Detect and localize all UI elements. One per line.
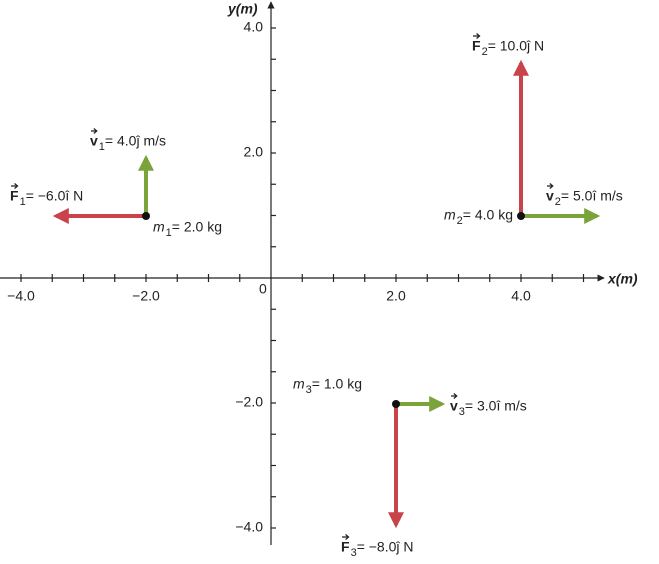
label-text: = −8.0ĵ N — [357, 539, 414, 555]
label-text: = 5.0î m/s — [561, 188, 623, 204]
ticks — [20, 27, 585, 529]
label-text: = 2.0 kg — [172, 219, 222, 235]
vector-arrow — [91, 128, 98, 134]
mass-point — [517, 212, 525, 220]
label-subscript: 3 — [351, 547, 357, 559]
x-tick-label: 4.0 — [511, 288, 531, 304]
label-text: = 4.0 kg — [463, 207, 513, 223]
label-subscript: 3 — [459, 406, 465, 418]
label-subscript: 1 — [166, 227, 172, 239]
label-symbol: F — [341, 539, 350, 555]
vector-arrow — [11, 183, 19, 189]
y-axis-label: y(m) — [227, 1, 258, 17]
x-axis-label: x(m) — [607, 271, 638, 287]
label-subscript: 2 — [457, 215, 463, 227]
origin-label: 0 — [259, 281, 267, 297]
mass-point — [392, 400, 400, 408]
label-symbol: F — [472, 38, 481, 54]
label-text: = 3.0î m/s — [465, 398, 527, 414]
y-tick-label: −2.0 — [235, 394, 263, 410]
vector-arrow — [473, 33, 481, 39]
y-tick-label: 4.0 — [244, 19, 264, 35]
label-text: = −6.0î N — [26, 188, 84, 204]
label-symbol: F — [10, 188, 19, 204]
label-symbol: m — [153, 219, 165, 235]
y-tick-label: −4.0 — [235, 519, 263, 535]
label-text: = 10.0ĵ N — [488, 38, 544, 54]
label-symbol: m — [444, 207, 456, 223]
x-tick-label: −4.0 — [7, 288, 35, 304]
label-symbol: v — [450, 398, 458, 414]
label-subscript: 1 — [99, 141, 105, 153]
label-symbol: v — [90, 133, 98, 149]
label-text: = 4.0ĵ m/s — [105, 133, 166, 149]
label-subscript: 3 — [306, 384, 312, 396]
label-subscript: 2 — [555, 196, 561, 208]
x-tick-label: −2.0 — [132, 288, 160, 304]
x-tick-label: 2.0 — [386, 288, 406, 304]
label-text: = 1.0 kg — [312, 376, 362, 392]
label-subscript: 1 — [20, 196, 26, 208]
vector-arrow — [451, 393, 458, 399]
y-tick-label: 2.0 — [244, 144, 264, 160]
label-subscript: 2 — [482, 46, 488, 58]
vector-arrow — [547, 183, 554, 189]
vector-arrow — [342, 534, 350, 540]
label-symbol: v — [546, 188, 554, 204]
label-symbol: m — [293, 376, 305, 392]
mass-point — [142, 212, 150, 220]
